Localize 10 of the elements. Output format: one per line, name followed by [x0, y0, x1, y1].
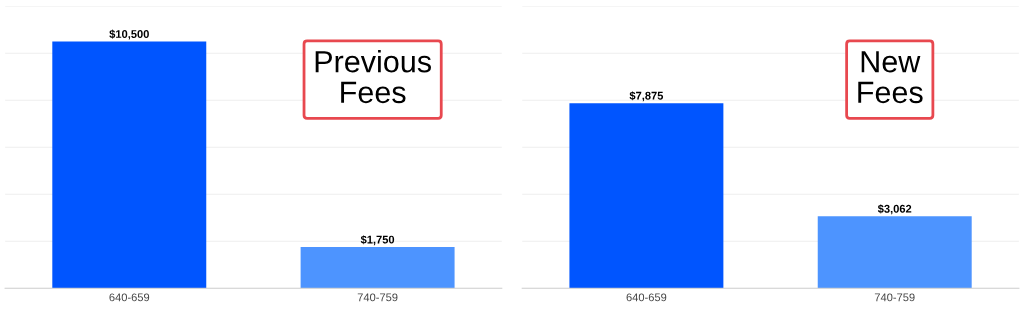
x-tick-label: 740-759: [874, 293, 915, 302]
data-label: $7,875: [629, 91, 664, 102]
x-tick-label: 640-659: [626, 293, 667, 302]
data-label: $10,500: [109, 29, 149, 40]
x-tick-label: 640-659: [109, 293, 150, 302]
data-label: $3,062: [877, 204, 912, 215]
annotation: Previous Fees: [315, 50, 431, 104]
x-tick-label: 740-759: [357, 293, 398, 302]
annotation: New Fees: [858, 51, 923, 104]
data-label: $1,750: [360, 235, 395, 246]
